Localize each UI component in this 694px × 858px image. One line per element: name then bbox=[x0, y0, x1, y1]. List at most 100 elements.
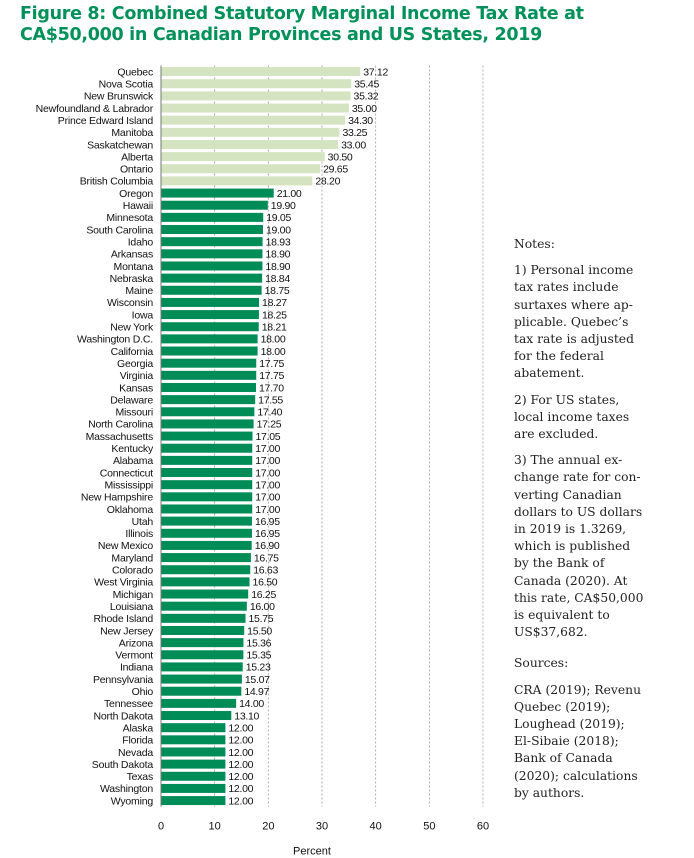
note-line: in 2019 is 1.3269, bbox=[514, 522, 627, 537]
data-label: 21.00 bbox=[277, 188, 302, 200]
data-label: 33.00 bbox=[341, 139, 366, 151]
x-tick-label: 50 bbox=[423, 821, 435, 833]
data-label: 35.45 bbox=[354, 79, 379, 91]
bar-north-carolina bbox=[161, 419, 254, 429]
note-line: 3) The annual ex- bbox=[514, 453, 623, 468]
note-line: US$37,682. bbox=[514, 625, 588, 640]
bar-michigan bbox=[161, 589, 249, 599]
bar-kansas bbox=[161, 382, 256, 392]
bar-nova-scotia bbox=[161, 79, 352, 89]
source-line: Loughead (2019); bbox=[514, 717, 625, 732]
data-label: 28.20 bbox=[315, 176, 340, 188]
data-label: 17.25 bbox=[257, 419, 282, 431]
category-label: Georgia bbox=[117, 358, 153, 370]
category-label: Louisiana bbox=[110, 601, 154, 613]
x-tick-label: 20 bbox=[262, 821, 274, 833]
data-label: 17.70 bbox=[259, 382, 284, 394]
category-label: South Dakota bbox=[92, 759, 154, 771]
category-label: Wisconsin bbox=[107, 297, 153, 309]
bar-mississippi bbox=[161, 480, 253, 490]
category-label: Saskatchewan bbox=[87, 139, 153, 151]
category-label: Nova Scotia bbox=[99, 79, 154, 91]
category-label: Wyoming bbox=[111, 795, 154, 807]
bar-oregon bbox=[161, 188, 274, 198]
data-label: 18.21 bbox=[262, 322, 287, 334]
figure-title: Figure 8: Combined Statutory Marginal In… bbox=[20, 4, 584, 45]
category-label: Iowa bbox=[132, 309, 154, 321]
note-line: by the Bank of bbox=[514, 556, 605, 571]
category-label: British Columbia bbox=[80, 176, 154, 188]
category-label: Kansas bbox=[119, 382, 153, 394]
category-label: Montana bbox=[114, 261, 154, 273]
category-label: Oklahoma bbox=[107, 504, 154, 516]
category-label: Mississippi bbox=[104, 479, 153, 491]
data-label: 17.75 bbox=[259, 370, 284, 382]
bar-new-brunswick bbox=[161, 91, 351, 101]
data-label: 17.00 bbox=[255, 504, 280, 516]
bar-iowa bbox=[161, 310, 259, 320]
data-label: 19.00 bbox=[266, 224, 291, 236]
category-label: Connecticut bbox=[100, 467, 154, 479]
data-label: 17.40 bbox=[257, 407, 282, 419]
note-line: 2) For US states, bbox=[514, 392, 620, 407]
data-label: 15.07 bbox=[245, 674, 270, 686]
bar-california bbox=[161, 346, 258, 356]
data-label: 18.25 bbox=[262, 309, 287, 321]
data-label: 19.90 bbox=[271, 200, 296, 212]
source-line: CRA (2019); Revenu bbox=[514, 682, 641, 697]
category-label: Rhode Island bbox=[94, 613, 154, 625]
bar-connecticut bbox=[161, 468, 253, 478]
x-axis-title: Percent bbox=[293, 846, 331, 858]
data-label: 35.32 bbox=[354, 91, 379, 103]
bar-arkansas bbox=[161, 249, 263, 259]
data-label: 15.36 bbox=[246, 637, 271, 649]
category-label: New Brunswick bbox=[84, 91, 154, 103]
category-label: Prince Edward Island bbox=[58, 115, 154, 127]
data-label: 12.00 bbox=[228, 771, 253, 783]
bar-minnesota bbox=[161, 212, 264, 222]
x-tick-label: 60 bbox=[477, 821, 489, 833]
note-1: 1) Personal income tax rates include surta… bbox=[514, 262, 689, 382]
data-label: 16.95 bbox=[255, 528, 280, 540]
bar-wisconsin bbox=[161, 297, 260, 307]
data-label: 18.00 bbox=[261, 346, 286, 358]
bar-pennsylvania bbox=[161, 674, 242, 684]
data-label: 13.10 bbox=[234, 710, 259, 722]
note-line: Canada (2020). At bbox=[514, 573, 628, 588]
note-line: tax rate is adjusted bbox=[514, 332, 634, 347]
note-line: verting Canadian bbox=[514, 487, 622, 502]
data-label: 15.23 bbox=[246, 662, 271, 674]
bar-arizona bbox=[161, 638, 244, 648]
bar-washington bbox=[161, 783, 226, 793]
data-label: 34.30 bbox=[348, 115, 373, 127]
category-label: Tennessee bbox=[104, 698, 153, 710]
bar-ontario bbox=[161, 164, 321, 174]
data-label: 16.95 bbox=[255, 516, 280, 528]
bar-delaware bbox=[161, 395, 256, 405]
note-line: plicable. Quebec’s bbox=[514, 314, 629, 329]
bar-florida bbox=[161, 735, 226, 745]
category-label: Utah bbox=[132, 516, 154, 528]
data-label: 17.00 bbox=[255, 455, 280, 467]
bar-louisiana bbox=[161, 601, 247, 611]
data-label: 33.25 bbox=[342, 127, 367, 139]
category-label: South Carolina bbox=[86, 224, 153, 236]
bar-illinois bbox=[161, 528, 252, 538]
data-label: 18.93 bbox=[266, 236, 291, 248]
bar-north-dakota bbox=[161, 711, 232, 721]
bar-new-york bbox=[161, 322, 259, 332]
category-label: Manitoba bbox=[111, 127, 153, 139]
category-label: Maine bbox=[125, 285, 153, 297]
data-label: 16.25 bbox=[251, 589, 276, 601]
bar-new-jersey bbox=[161, 625, 245, 635]
data-label: 16.50 bbox=[253, 577, 278, 589]
bar-nebraska bbox=[161, 273, 263, 283]
bar-georgia bbox=[161, 358, 257, 368]
bar-saskatchewan bbox=[161, 139, 339, 149]
bar-rhode-island bbox=[161, 613, 246, 623]
notes-panel: Notes: 1) Personal income tax rates inclu… bbox=[514, 236, 689, 811]
bar-new-hampshire bbox=[161, 492, 253, 502]
category-label: Ohio bbox=[132, 686, 154, 698]
note-2: 2) For US states, local income taxes are e… bbox=[514, 392, 689, 444]
bar-missouri bbox=[161, 407, 255, 417]
